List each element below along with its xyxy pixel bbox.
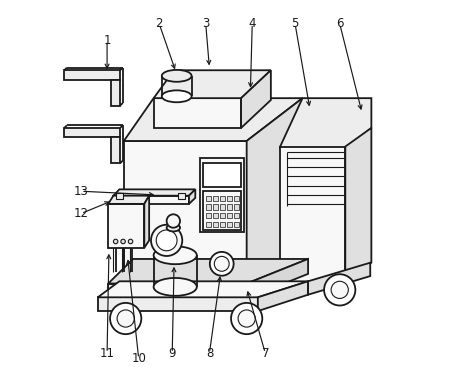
Circle shape: [121, 239, 125, 244]
Bar: [213, 196, 218, 201]
Polygon shape: [111, 137, 120, 163]
Bar: [235, 204, 239, 210]
Circle shape: [214, 256, 229, 271]
Polygon shape: [98, 297, 258, 311]
Polygon shape: [258, 281, 308, 311]
Polygon shape: [124, 141, 247, 286]
Text: 1: 1: [103, 34, 111, 47]
Polygon shape: [98, 281, 308, 297]
Bar: [200, 158, 244, 232]
Circle shape: [231, 303, 262, 334]
Bar: [206, 204, 211, 210]
Bar: [206, 196, 211, 201]
Bar: [235, 196, 239, 201]
Bar: [220, 196, 225, 201]
Bar: [235, 222, 239, 227]
Ellipse shape: [154, 278, 197, 296]
Text: 7: 7: [261, 346, 269, 360]
Circle shape: [151, 225, 182, 256]
Polygon shape: [308, 263, 370, 295]
Bar: [116, 193, 123, 199]
Polygon shape: [108, 204, 144, 248]
Circle shape: [117, 310, 134, 327]
Circle shape: [324, 274, 355, 306]
Polygon shape: [111, 80, 120, 106]
Ellipse shape: [154, 246, 197, 264]
Polygon shape: [108, 284, 247, 298]
Polygon shape: [345, 128, 371, 286]
Bar: [235, 213, 239, 219]
Ellipse shape: [167, 224, 180, 231]
Bar: [203, 163, 242, 188]
Text: 4: 4: [249, 17, 256, 30]
Bar: [178, 193, 185, 199]
Polygon shape: [64, 128, 120, 137]
Circle shape: [238, 310, 255, 327]
Bar: [203, 191, 242, 230]
Polygon shape: [247, 259, 308, 299]
Circle shape: [128, 239, 133, 244]
Polygon shape: [114, 196, 189, 204]
Bar: [213, 213, 218, 219]
Circle shape: [210, 252, 234, 276]
Text: 8: 8: [206, 346, 213, 360]
Text: 6: 6: [336, 17, 343, 30]
Text: 13: 13: [73, 185, 89, 198]
Polygon shape: [280, 147, 345, 286]
Text: 9: 9: [169, 346, 176, 360]
Text: 2: 2: [155, 17, 163, 30]
Polygon shape: [114, 189, 195, 196]
Text: 5: 5: [292, 17, 299, 30]
Bar: [220, 222, 225, 227]
Bar: [227, 222, 232, 227]
Text: 10: 10: [131, 352, 146, 365]
Polygon shape: [247, 98, 302, 286]
Ellipse shape: [162, 90, 192, 102]
Bar: [213, 204, 218, 210]
Text: 3: 3: [202, 17, 210, 30]
Polygon shape: [154, 70, 271, 98]
Circle shape: [110, 303, 141, 334]
Bar: [227, 204, 232, 210]
Text: 12: 12: [73, 207, 89, 220]
Bar: [213, 222, 218, 227]
Text: 11: 11: [99, 346, 114, 360]
Polygon shape: [108, 259, 308, 284]
Polygon shape: [64, 70, 120, 80]
Bar: [206, 213, 211, 219]
Ellipse shape: [162, 70, 192, 82]
Polygon shape: [144, 196, 149, 248]
Circle shape: [331, 281, 349, 298]
Bar: [227, 213, 232, 219]
Polygon shape: [189, 189, 195, 204]
Polygon shape: [154, 98, 241, 128]
Bar: [227, 196, 232, 201]
Polygon shape: [124, 98, 302, 141]
Bar: [220, 213, 225, 219]
Circle shape: [156, 230, 177, 251]
Circle shape: [167, 214, 180, 228]
Polygon shape: [280, 98, 371, 148]
Circle shape: [114, 239, 118, 244]
Polygon shape: [108, 196, 149, 204]
Bar: [220, 204, 225, 210]
Polygon shape: [241, 70, 271, 128]
Bar: [206, 222, 211, 227]
